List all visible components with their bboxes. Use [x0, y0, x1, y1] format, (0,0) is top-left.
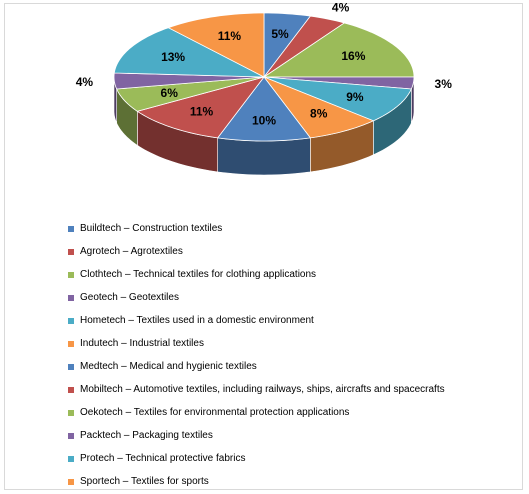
legend-label: Indutech – Industrial textiles: [80, 338, 204, 349]
pie-sides: [113, 77, 415, 176]
pie-slice-2: [262, 22, 415, 78]
legend-swatch: [68, 386, 74, 393]
legend-label: Agrotech – Agrotextiles: [80, 246, 183, 257]
legend-swatch: [68, 409, 74, 416]
pie-slice-7: [136, 76, 266, 139]
pie-label-10: 13%: [161, 50, 185, 64]
legend-item: Mobiltech – Automotive textiles, includi…: [68, 378, 445, 401]
pie-label-11: 11%: [218, 29, 242, 43]
pie-slices: [113, 12, 415, 142]
pie-label-7: 11%: [190, 104, 214, 118]
legend-item: Protech – Technical protective fabrics: [68, 447, 445, 470]
legend-swatch: [68, 455, 74, 462]
legend-item: Geotech – Geotextiles: [68, 286, 445, 309]
legend-item: Indutech – Industrial textiles: [68, 332, 445, 355]
chart-legend: Buildtech – Construction textiles Agrotec…: [68, 217, 445, 493]
pie-chart: 5% 4% 16% 3% 9% 8% 10% 11% 6% 4% 13% 11%: [76, 1, 452, 176]
pie-slice-5: [262, 76, 375, 139]
pie-slice-9: [113, 72, 265, 90]
pie-slice-11: [167, 12, 265, 78]
legend-item: Sportech – Textiles for sports: [68, 470, 445, 493]
legend-item: Packtech – Packaging textiles: [68, 424, 445, 447]
legend-item: Buildtech – Construction textiles: [68, 217, 445, 240]
legend-swatch: [68, 340, 74, 347]
legend-item: Agrotech – Agrotextiles: [68, 240, 445, 263]
legend-item: Hometech – Textiles used in a domestic e…: [68, 309, 445, 332]
legend-label: Protech – Technical protective fabrics: [80, 453, 246, 464]
pie-slice-0: [263, 12, 312, 79]
legend-label: Packtech – Packaging textiles: [80, 430, 213, 441]
pie-slice-8: [116, 76, 265, 112]
pie-label-1: 4%: [332, 1, 350, 15]
pie-slice-1: [263, 15, 346, 78]
legend-label: Oekotech – Textiles for environmental pr…: [80, 407, 350, 418]
pie-labels: 5% 4% 16% 3% 9% 8% 10% 11% 6% 4% 13% 11%: [76, 1, 452, 128]
legend-label: Hometech – Textiles used in a domestic e…: [80, 315, 314, 326]
pie-side-6: [217, 137, 311, 176]
legend-label: Medtech – Medical and hygienic textiles: [80, 361, 257, 372]
legend-swatch: [68, 363, 74, 370]
legend-swatch: [68, 432, 74, 439]
pie-slice-4: [263, 76, 412, 122]
pie-label-5: 8%: [310, 107, 328, 121]
legend-label: Geotech – Geotextiles: [80, 292, 179, 303]
legend-swatch: [68, 478, 74, 485]
pie-label-6: 10%: [252, 114, 276, 128]
legend-label: Buildtech – Construction textiles: [80, 223, 223, 234]
pie-slice-6: [216, 76, 312, 142]
pie-label-8: 6%: [161, 86, 179, 100]
legend-item: Oekotech – Textiles for environmental pr…: [68, 401, 445, 424]
pie-slice-10: [113, 27, 265, 78]
legend-swatch: [68, 248, 74, 255]
pie-label-3: 3%: [435, 77, 453, 91]
legend-swatch: [68, 294, 74, 301]
legend-label: Sportech – Textiles for sports: [80, 476, 209, 487]
legend-swatch: [68, 317, 74, 324]
legend-item: Medtech – Medical and hygienic textiles: [68, 355, 445, 378]
legend-label: Clothtech – Technical textiles for cloth…: [80, 269, 317, 280]
pie-label-0: 5%: [271, 27, 289, 41]
pie-label-4: 9%: [346, 90, 364, 104]
legend-label: Mobiltech – Automotive textiles, includi…: [80, 384, 445, 395]
legend-swatch: [68, 271, 74, 278]
legend-item: Clothtech – Technical textiles for cloth…: [68, 263, 445, 286]
pie-label-2: 16%: [341, 49, 365, 63]
pie-label-9: 4%: [76, 75, 94, 89]
legend-swatch: [68, 225, 74, 232]
